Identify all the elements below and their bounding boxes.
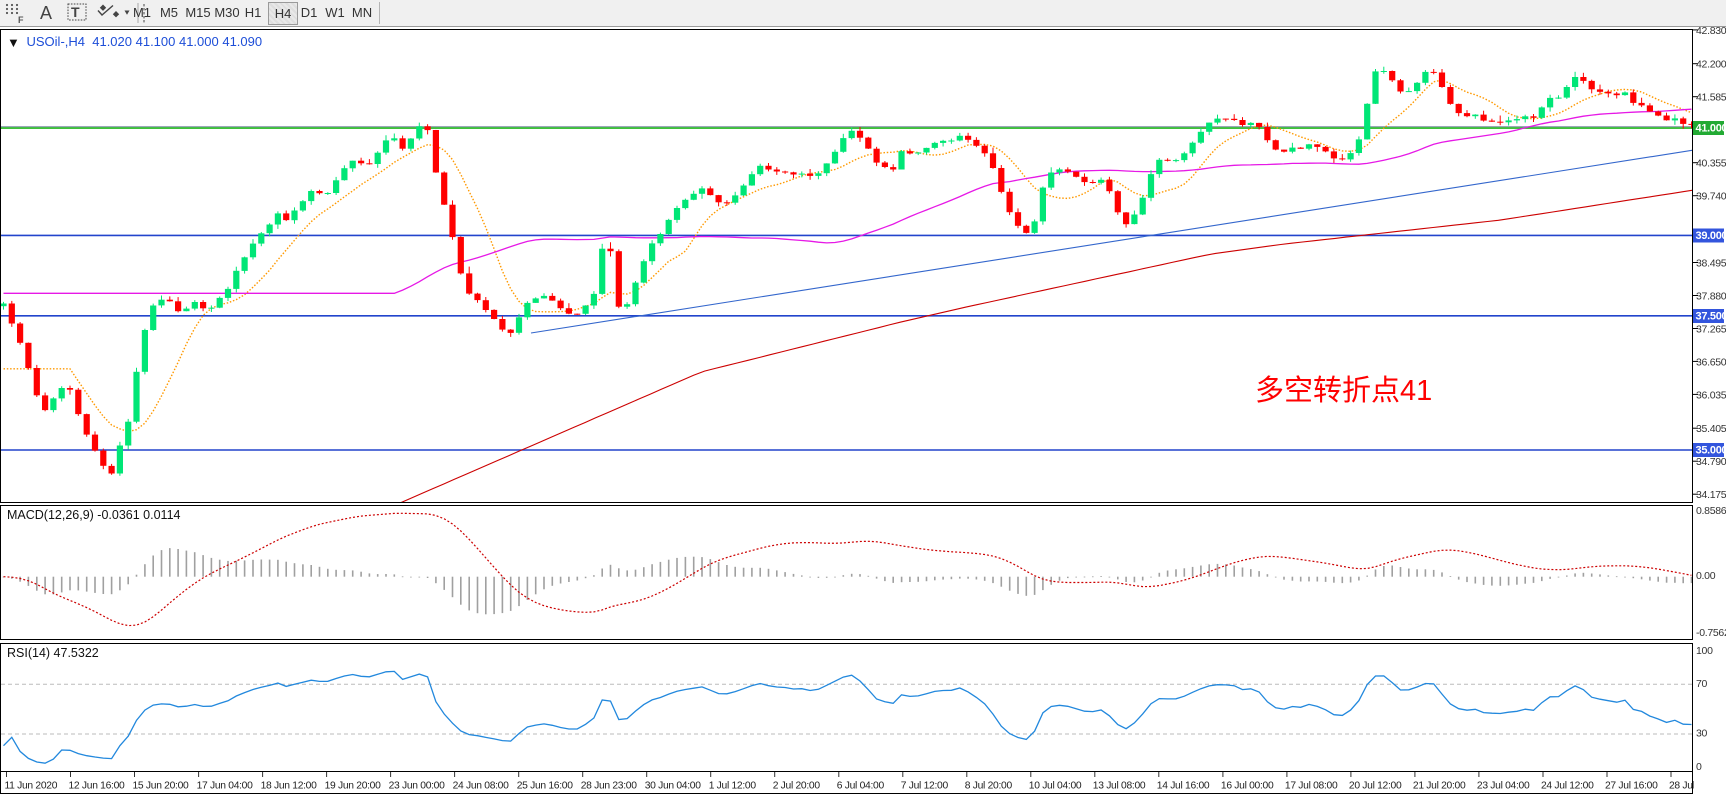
- svg-text:100: 100: [1696, 645, 1713, 657]
- svg-text:17 Jun 04:00: 17 Jun 04:00: [197, 781, 254, 792]
- svg-text:8 Jul 20:00: 8 Jul 20:00: [965, 781, 1013, 792]
- svg-text:42.200: 42.200: [1696, 59, 1726, 71]
- svg-text:70: 70: [1696, 678, 1708, 690]
- svg-text:6 Jul 04:00: 6 Jul 04:00: [837, 781, 885, 792]
- svg-text:28 Jul 22:00: 28 Jul 22:00: [1669, 781, 1694, 792]
- svg-text:21 Jul 20:00: 21 Jul 20:00: [1413, 781, 1466, 792]
- svg-text:23 Jul 04:00: 23 Jul 04:00: [1477, 781, 1530, 792]
- svg-text:34.790: 34.790: [1696, 456, 1726, 468]
- svg-text:38.495: 38.495: [1696, 258, 1726, 270]
- svg-text:41.000: 41.000: [1696, 122, 1726, 134]
- svg-text:16 Jul 00:00: 16 Jul 00:00: [1221, 781, 1274, 792]
- svg-text:2 Jul 20:00: 2 Jul 20:00: [773, 781, 821, 792]
- svg-text:13 Jul 08:00: 13 Jul 08:00: [1093, 781, 1146, 792]
- svg-text:37.265: 37.265: [1696, 324, 1726, 336]
- svg-text:37.880: 37.880: [1696, 291, 1726, 303]
- svg-text:17 Jul 08:00: 17 Jul 08:00: [1285, 781, 1338, 792]
- svg-text:25 Jun 16:00: 25 Jun 16:00: [517, 781, 574, 792]
- svg-text:27 Jul 16:00: 27 Jul 16:00: [1605, 781, 1658, 792]
- svg-text:30 Jun 04:00: 30 Jun 04:00: [645, 781, 702, 792]
- svg-text:11 Jun 2020: 11 Jun 2020: [5, 781, 58, 792]
- svg-text:37.500: 37.500: [1696, 310, 1726, 322]
- svg-text:T: T: [71, 4, 80, 20]
- svg-text:35.000: 35.000: [1696, 444, 1726, 456]
- svg-text:7 Jul 12:00: 7 Jul 12:00: [901, 781, 949, 792]
- svg-text:0: 0: [1696, 761, 1702, 773]
- svg-text:20 Jul 12:00: 20 Jul 12:00: [1349, 781, 1402, 792]
- svg-text:14 Jul 16:00: 14 Jul 16:00: [1157, 781, 1210, 792]
- svg-text:34.175: 34.175: [1696, 489, 1726, 501]
- svg-text:36.650: 36.650: [1696, 356, 1726, 368]
- svg-text:30: 30: [1696, 728, 1708, 740]
- svg-text:10 Jul 04:00: 10 Jul 04:00: [1029, 781, 1082, 792]
- svg-text:0.00: 0.00: [1696, 570, 1716, 582]
- svg-text:F: F: [18, 15, 24, 25]
- svg-text:0.8586: 0.8586: [1696, 505, 1726, 517]
- svg-text:19 Jun 20:00: 19 Jun 20:00: [325, 781, 382, 792]
- svg-text:12 Jun 16:00: 12 Jun 16:00: [69, 781, 126, 792]
- svg-text:39.740: 39.740: [1696, 191, 1726, 203]
- svg-text:24 Jul 12:00: 24 Jul 12:00: [1541, 781, 1594, 792]
- svg-text:A: A: [40, 3, 52, 23]
- svg-text:40.355: 40.355: [1696, 158, 1726, 170]
- svg-text:39.000: 39.000: [1696, 230, 1726, 242]
- svg-text:35.405: 35.405: [1696, 423, 1726, 435]
- svg-text:23 Jun 00:00: 23 Jun 00:00: [389, 781, 446, 792]
- svg-text:18 Jun 12:00: 18 Jun 12:00: [261, 781, 318, 792]
- svg-text:15 Jun 20:00: 15 Jun 20:00: [133, 781, 190, 792]
- svg-text:41.585: 41.585: [1696, 92, 1726, 104]
- svg-text:-0.7562: -0.7562: [1696, 627, 1726, 639]
- svg-text:28 Jun 23:00: 28 Jun 23:00: [581, 781, 638, 792]
- svg-text:24 Jun 08:00: 24 Jun 08:00: [453, 781, 510, 792]
- svg-text:36.035: 36.035: [1696, 389, 1726, 401]
- svg-text:1 Jul 12:00: 1 Jul 12:00: [709, 781, 757, 792]
